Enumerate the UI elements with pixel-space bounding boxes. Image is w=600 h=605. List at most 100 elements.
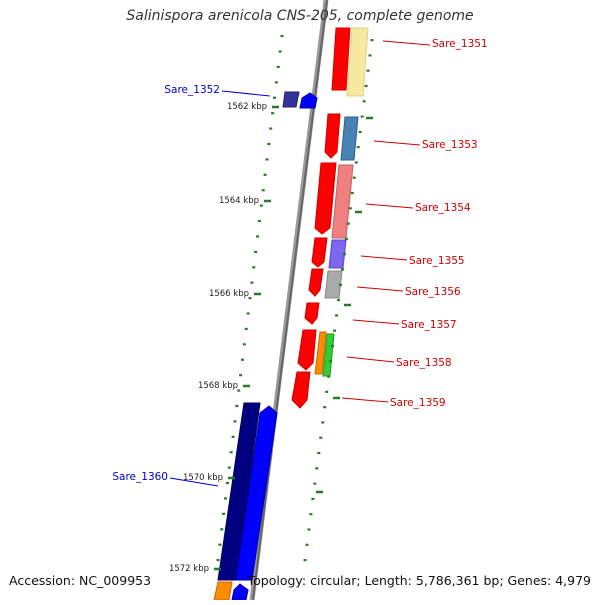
guide-dot [350,191,354,195]
accession-text: Accession: NC_009953 [9,573,152,588]
genome-backbone-highlight [252,0,328,601]
tick-label: 1566 kbp [209,289,249,299]
guide-dot [362,100,366,103]
gene-leader-line [382,40,431,46]
gene-leader-line [356,286,404,292]
guide-dot [252,266,256,269]
guide-dot [242,343,246,346]
gene-label: Sare_1359 [390,397,446,409]
gene-sare-1355-violet[interactable] [328,239,347,269]
gene-sare-1360-blue[interactable] [235,405,278,581]
gene-sare-1355-red[interactable] [311,237,328,268]
gene-label: Sare_1356 [405,286,461,298]
guide-dot [274,81,278,84]
gene-sare-1356-red[interactable] [308,268,324,297]
gene-label: Sare_1354 [415,202,471,214]
gene-leader-line [365,203,414,209]
guide-dot [313,482,317,485]
guide-dot [218,543,222,546]
guide-dot [250,281,254,284]
guide-dot [269,127,273,130]
gene-leader-line [360,255,408,261]
gene-sare-1354-red[interactable] [314,162,337,235]
guide-dot [368,54,372,57]
guide-dot [265,158,269,161]
guide-dot [307,528,311,531]
guide-dot [354,161,358,164]
gene-leader-line [373,140,421,146]
guide-dot [224,497,228,500]
gene-label: Sare_1358 [396,357,452,369]
guide-dot [222,512,226,515]
guide-dot [327,375,331,378]
guide-dot [356,146,360,149]
gene-sare-1356-gray[interactable] [324,270,343,299]
guide-dot [244,327,248,331]
gene-sare-1357-red[interactable] [304,302,320,325]
guide-dot [239,374,243,377]
guide-dot [338,283,342,286]
guide-dot [364,84,368,88]
gene-leader-line [352,319,400,325]
guide-dot [331,344,335,348]
guide-dot [325,390,329,393]
guide-dot [227,466,231,469]
guide-dot [248,297,252,300]
guide-dot [344,237,348,241]
gene-leader-line [221,90,271,97]
gene-sare-1353-steelblue[interactable] [340,116,359,161]
guide-dot [261,189,265,192]
gene-sare-1352-purple[interactable] [282,91,300,108]
guide-dot [216,559,220,562]
guide-dot [348,207,352,210]
gene-label: Sare_1352 [164,84,220,96]
gene-label: Sare_1357 [401,319,457,331]
gene-leader-line [169,477,219,487]
gene-sare-1351-red[interactable] [331,27,351,91]
gene-sare-1351-yellow[interactable] [346,27,369,97]
position-ticks: 1562 kbp 1564 kbp 1566 kbp 1568 kbp 1570 kbp… [169,102,373,574]
guide-dot [352,176,356,179]
guide-dot [329,360,333,363]
guide-dot [370,39,374,42]
guide-dot [272,96,276,99]
tick-label: 1568 kbp [198,381,238,391]
guide-dot [276,65,280,69]
gene-label: Sare_1353 [422,139,478,151]
guide-dot [278,50,282,53]
gene-sare-1352-blue[interactable] [299,92,318,109]
gene-sare-1359-red[interactable] [291,371,311,409]
guide-dot [342,253,346,256]
gene-sare-1358-red[interactable] [297,329,317,371]
gene-label: Sare_1351 [432,38,488,50]
guide-dot [267,142,271,146]
gene-partial-orange[interactable] [213,581,233,601]
guide-dot [271,112,275,115]
guide-dot [263,173,267,176]
gene-sare-1353-red[interactable] [324,113,341,159]
guide-dot [237,389,241,392]
guide-dot [229,451,233,454]
guide-dot [366,69,370,72]
guide-dot [340,268,344,271]
guide-dot [220,528,224,531]
guide-dot [259,204,263,207]
guide-dot [303,559,307,562]
guide-dot [233,420,237,423]
gene-blocks [213,27,369,601]
gene-partial-blue[interactable] [231,583,249,601]
gene-label: Sare_1360 [112,471,168,483]
tick-label: 1562 kbp [227,102,267,112]
guide-dot [246,312,250,315]
guide-dot [254,250,258,253]
guide-dot [257,219,261,223]
topology-text: Topology: circular; Length: 5,786,361 bp… [247,573,591,588]
guide-dot [240,358,244,361]
gene-labels: Sare_1351 Sare_1352 Sare_1353 Sare_1354 Sare… [112,38,488,487]
guide-dot [319,436,323,439]
guide-dots [216,35,374,562]
tick-label: 1572 kbp [169,564,209,574]
gene-sare-1358-orange[interactable] [314,331,327,375]
